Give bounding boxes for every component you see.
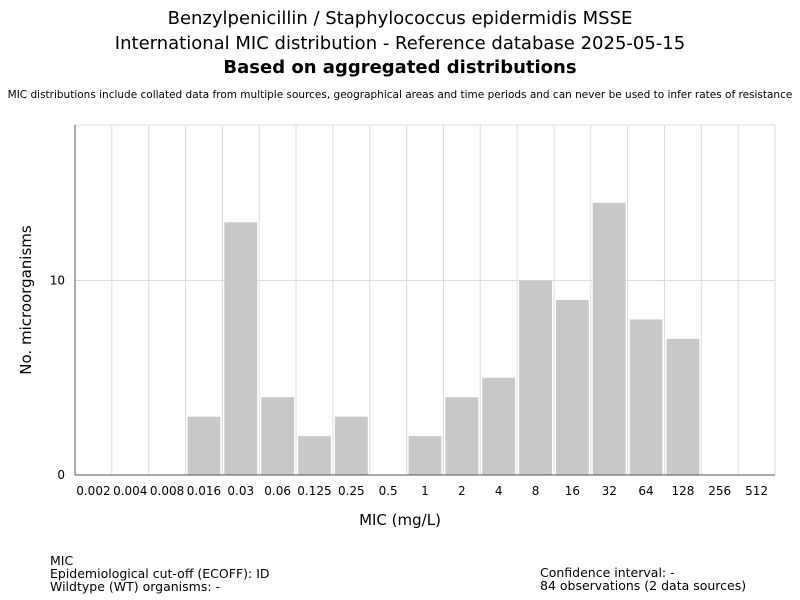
y-tick-label: 10 bbox=[50, 274, 65, 288]
x-tick-label: 4 bbox=[495, 484, 503, 498]
chart-title-line3: Based on aggregated distributions bbox=[223, 57, 577, 78]
chart-title-line1: Benzylpenicillin / Staphylococcus epider… bbox=[167, 8, 633, 29]
x-tick-label: 0.5 bbox=[379, 484, 398, 498]
x-tick-label: 0.25 bbox=[338, 484, 365, 498]
x-tick-label: 0.002 bbox=[76, 484, 110, 498]
x-axis-label: MIC (mg/L) bbox=[359, 511, 441, 529]
bar bbox=[187, 416, 221, 475]
chart-title-line2: International MIC distribution - Referen… bbox=[114, 33, 686, 54]
footer-confidence-interval: Confidence interval: - bbox=[540, 565, 675, 580]
axes: 0 10 0.002 0.004 0.008 0.016 0.03 0.06 0.125 0.25… bbox=[50, 125, 775, 498]
footer-ecoff: Epidemiological cut-off (ECOFF): ID bbox=[50, 566, 270, 581]
x-tick-label: 32 bbox=[602, 484, 617, 498]
x-tick-label: 128 bbox=[671, 484, 694, 498]
x-tick-label: 1 bbox=[421, 484, 429, 498]
bar bbox=[224, 222, 258, 475]
y-tick-label: 0 bbox=[57, 468, 65, 482]
y-axis-label: No. microorganisms bbox=[17, 225, 35, 375]
bar bbox=[408, 436, 442, 475]
bar bbox=[261, 397, 295, 475]
footer-observations: 84 observations (2 data sources) bbox=[540, 578, 747, 593]
x-tick-label: 0.125 bbox=[297, 484, 331, 498]
bars bbox=[187, 202, 700, 475]
x-tick-label: 8 bbox=[532, 484, 540, 498]
bar bbox=[629, 319, 663, 475]
x-tick-label: 0.008 bbox=[150, 484, 184, 498]
x-tick-label: 64 bbox=[638, 484, 653, 498]
bar bbox=[666, 338, 700, 475]
x-tick-label: 0.03 bbox=[227, 484, 254, 498]
bar bbox=[519, 280, 552, 475]
bar bbox=[445, 397, 479, 475]
footer-mic-label: MIC bbox=[50, 553, 74, 568]
x-tick-label: 2 bbox=[458, 484, 466, 498]
chart-subtitle: MIC distributions include collated data … bbox=[7, 89, 793, 101]
x-tick-label: 0.004 bbox=[113, 484, 147, 498]
bar bbox=[555, 300, 589, 475]
x-tick-label: 512 bbox=[745, 484, 768, 498]
x-tick-label: 0.06 bbox=[264, 484, 291, 498]
grid bbox=[74, 124, 776, 475]
bar bbox=[482, 377, 516, 475]
bar bbox=[298, 436, 331, 475]
footer-right: Confidence interval: - 84 observations (… bbox=[540, 566, 746, 592]
footer-left: MIC Epidemiological cut-off (ECOFF): ID … bbox=[50, 554, 270, 593]
x-tick-label: 256 bbox=[708, 484, 731, 498]
footer-wildtype: Wildtype (WT) organisms: - bbox=[50, 579, 221, 594]
bar bbox=[592, 202, 626, 475]
x-tick-label: 0.016 bbox=[187, 484, 221, 498]
x-tick-label: 16 bbox=[565, 484, 580, 498]
bar bbox=[334, 416, 368, 475]
